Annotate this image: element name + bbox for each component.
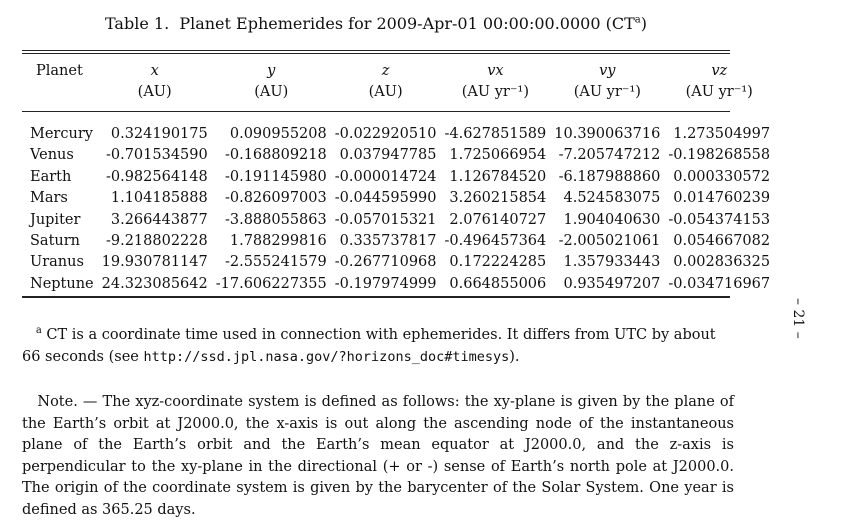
value-cell: 0.002836325 [673, 254, 771, 271]
col-header-vx: vx [487, 62, 504, 79]
value-cell: 1.273504997 [673, 126, 771, 143]
col-header-z: z [381, 62, 390, 79]
col-header-vy: vy [599, 62, 616, 79]
value-cell: 1.126784520 [449, 168, 547, 185]
value-cell: 0.054667082 [673, 233, 771, 250]
footnote-marker: a [35, 325, 42, 336]
value-cell: -7.205747212 [558, 147, 661, 164]
unit-vz: (AU yr⁻¹) [685, 83, 753, 100]
value-cell: 0.335737817 [339, 233, 437, 250]
planet-name-cell: Saturn [30, 233, 81, 250]
value-cell: -0.198268558 [668, 147, 771, 164]
col-header-y: y [267, 62, 276, 79]
table-row: Mars 1.104185888 -0.826097003 -0.044595990 3… [22, 188, 774, 209]
value-cell: -0.054374153 [668, 211, 771, 228]
value-cell: 1.357933443 [563, 254, 661, 271]
page-number: – 21 – [790, 298, 806, 339]
value-cell: 0.324190175 [110, 126, 208, 143]
planet-name-cell: Mercury [30, 126, 93, 143]
value-cell: -0.496457364 [444, 233, 547, 250]
ephemerides-table: Planet x y z vx vy vz (AU) (AU) (AU) (AU… [22, 60, 774, 295]
value-cell: -0.034716967 [668, 275, 771, 292]
value-cell: -9.218802228 [105, 233, 208, 250]
value-cell: -0.267710968 [334, 254, 437, 271]
caption-title: Planet Ephemerides for 2009-Apr-01 00:00… [179, 14, 635, 33]
table-row: Venus -0.701534590 -0.168809218 0.037947785… [22, 145, 774, 166]
value-cell: 1.725066954 [449, 147, 547, 164]
note-text: Note. — The xyz-coordinate system is def… [22, 394, 734, 518]
unit-x: (AU) [137, 83, 172, 100]
planet-name-cell: Venus [30, 147, 74, 164]
table-body: Mercury 0.324190175 0.090955208 -0.02292051… [22, 102, 774, 295]
value-cell: 1.904040630 [563, 211, 661, 228]
units-row: (AU) (AU) (AU) (AU yr⁻¹) (AU yr⁻¹) (AU y… [22, 81, 774, 102]
value-cell: 1.788299816 [229, 233, 327, 250]
planet-name-cell: Neptune [30, 275, 94, 292]
value-cell: 0.664855006 [449, 275, 547, 292]
table-row: Earth -0.982564148 -0.191145980 -0.00001472… [22, 166, 774, 187]
caption-label: Table 1. [105, 14, 170, 33]
value-cell: 0.037947785 [339, 147, 437, 164]
unit-z: (AU) [368, 83, 403, 100]
value-cell: 0.090955208 [229, 126, 327, 143]
value-cell: -0.000014724 [334, 168, 437, 185]
caption-footnote-marker: a [634, 14, 641, 26]
value-cell: 10.390063716 [554, 126, 661, 143]
value-cell: 3.266443877 [110, 211, 208, 228]
top-rule-1 [22, 50, 730, 51]
col-header-vz: vz [711, 62, 728, 79]
value-cell: 4.524583075 [563, 190, 661, 207]
value-cell: -17.606227355 [215, 275, 327, 292]
table-row: Jupiter 3.266443877 -3.888055863 -0.0570153… [22, 209, 774, 230]
unit-vy: (AU yr⁻¹) [573, 83, 641, 100]
value-cell: -0.826097003 [224, 190, 327, 207]
planet-name-cell: Jupiter [30, 211, 81, 228]
footnote-text: CT is a coordinate time used in connecti… [22, 326, 716, 365]
value-cell: -3.888055863 [224, 211, 327, 228]
value-cell: -6.187988860 [558, 168, 661, 185]
table-row: Mercury 0.324190175 0.090955208 -0.02292051… [22, 123, 774, 144]
value-cell: -0.168809218 [224, 147, 327, 164]
planet-name-cell: Earth [30, 168, 72, 185]
footnote-link[interactable]: http://ssd.jpl.nasa.gov/?horizons_doc#ti… [143, 348, 510, 365]
unit-vx: (AU yr⁻¹) [461, 83, 529, 100]
value-cell: 19.930781147 [101, 254, 208, 271]
footnote-tail: ). [509, 348, 520, 365]
value-cell: -0.057015321 [334, 211, 437, 228]
spacer-row [22, 102, 774, 123]
unit-planet [22, 81, 98, 102]
value-cell: -0.022920510 [334, 126, 437, 143]
col-header-x: x [150, 62, 159, 79]
value-cell: -0.191145980 [224, 168, 327, 185]
value-cell: 2.076140727 [449, 211, 547, 228]
value-cell: 1.104185888 [110, 190, 208, 207]
header-row: Planet x y z vx vy vz [22, 60, 774, 81]
col-header-planet: Planet [36, 62, 83, 79]
caption-close: ) [640, 14, 647, 33]
value-cell: 0.935497207 [563, 275, 661, 292]
footnote: a CT is a coordinate time used in connec… [22, 320, 734, 368]
bottom-rule [22, 296, 730, 298]
table-row: Saturn -9.218802228 1.788299816 0.335737817… [22, 230, 774, 251]
top-rule-2 [22, 53, 730, 54]
planet-name-cell: Uranus [30, 254, 84, 271]
value-cell: -0.982564148 [105, 168, 208, 185]
value-cell: -4.627851589 [444, 126, 547, 143]
value-cell: 0.014760239 [673, 190, 771, 207]
value-cell: -2.005021061 [558, 233, 661, 250]
value-cell: 0.000330572 [673, 168, 771, 185]
value-cell: -0.701534590 [105, 147, 208, 164]
value-cell: 24.323085642 [101, 275, 208, 292]
value-cell: 3.260215854 [449, 190, 547, 207]
value-cell: -0.044595990 [334, 190, 437, 207]
unit-y: (AU) [254, 83, 289, 100]
table-row: Neptune 24.323085642 -17.606227355 -0.19797… [22, 273, 774, 294]
table-caption: Table 1. Planet Ephemerides for 2009-Apr… [0, 14, 752, 33]
header-rule [22, 111, 730, 112]
value-cell: -0.197974999 [334, 275, 437, 292]
value-cell: -2.555241579 [224, 254, 327, 271]
value-cell: 0.172224285 [449, 254, 547, 271]
planet-name-cell: Mars [30, 190, 68, 207]
table-row: Uranus 19.930781147 -2.555241579 -0.2677109… [22, 252, 774, 273]
